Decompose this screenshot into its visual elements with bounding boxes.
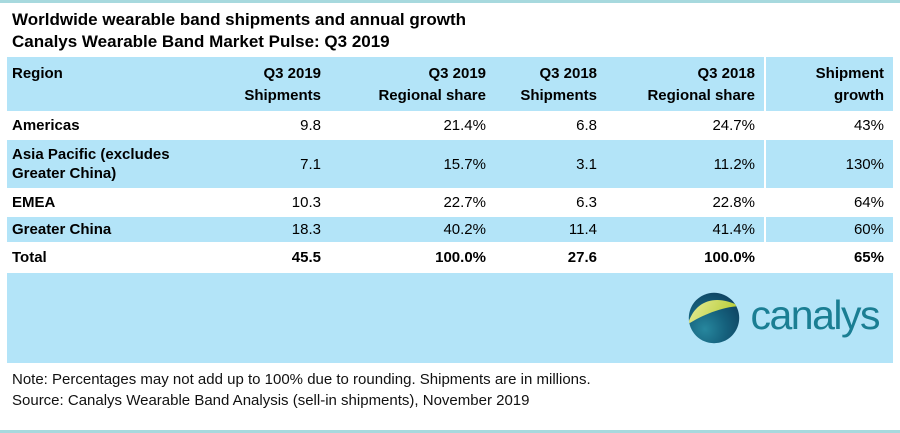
- value-cell: 9.8: [210, 112, 330, 139]
- canalys-logo-text: canalys: [750, 291, 880, 338]
- region-cell: Americas: [7, 112, 210, 139]
- value-cell: 64%: [764, 189, 893, 216]
- table-header-row: Region Q3 2019 Shipments Q3 2019 Regiona…: [7, 57, 893, 112]
- value-cell: 60%: [764, 216, 893, 243]
- canalys-logo: canalys: [687, 291, 880, 345]
- value-cell: 22.8%: [606, 189, 765, 216]
- value-cell: 41.4%: [606, 216, 765, 243]
- value-cell: 3.1: [495, 139, 606, 189]
- source-text: Source: Canalys Wearable Band Analysis (…: [12, 392, 530, 409]
- value-cell: 11.4: [495, 216, 606, 243]
- notes-block: Note: Percentages may not add up to 100%…: [0, 363, 900, 411]
- value-cell: 6.3: [495, 189, 606, 216]
- value-cell: 130%: [764, 139, 893, 189]
- value-cell: 10.3: [210, 189, 330, 216]
- value-cell: 6.8: [495, 112, 606, 139]
- value-cell: 11.2%: [606, 139, 765, 189]
- column-header-q3-2018-regional-share: Q3 2018 Regional share: [606, 57, 765, 112]
- table-row-asia-pacific: Asia Pacific (excludes Greater China) 7.…: [7, 139, 893, 189]
- value-cell: 65%: [764, 243, 893, 271]
- note-text: Note: Percentages may not add up to 100%…: [12, 371, 591, 388]
- column-header-q3-2019-regional-share: Q3 2019 Regional share: [330, 57, 495, 112]
- value-cell: 43%: [764, 112, 893, 139]
- bottom-accent-line: [0, 430, 900, 433]
- title-block: Worldwide wearable band shipments and an…: [0, 3, 900, 56]
- value-cell: 21.4%: [330, 112, 495, 139]
- value-cell: 18.3: [210, 216, 330, 243]
- footer-band: canalys: [7, 273, 893, 363]
- report-subtitle: Canalys Wearable Band Market Pulse: Q3 2…: [12, 32, 390, 51]
- value-cell: 15.7%: [330, 139, 495, 189]
- region-cell: Total: [7, 243, 210, 271]
- column-header-shipment-growth: Shipment growth: [764, 57, 893, 112]
- value-cell: 22.7%: [330, 189, 495, 216]
- report-title: Worldwide wearable band shipments and an…: [12, 10, 467, 29]
- table-row-total: Total 45.5 100.0% 27.6 100.0% 65%: [7, 243, 893, 271]
- value-cell: 45.5: [210, 243, 330, 271]
- table-row-emea: EMEA 10.3 22.7% 6.3 22.8% 64%: [7, 189, 893, 216]
- value-cell: 27.6: [495, 243, 606, 271]
- column-header-q3-2018-shipments: Q3 2018 Shipments: [495, 57, 606, 112]
- value-cell: 100.0%: [606, 243, 765, 271]
- value-cell: 100.0%: [330, 243, 495, 271]
- region-cell: EMEA: [7, 189, 210, 216]
- top-accent-line: [0, 0, 900, 3]
- value-cell: 40.2%: [330, 216, 495, 243]
- canalys-globe-icon: [689, 292, 740, 344]
- shipments-table: Region Q3 2019 Shipments Q3 2019 Regiona…: [7, 57, 893, 271]
- region-cell: Greater China: [7, 216, 210, 243]
- value-cell: 7.1: [210, 139, 330, 189]
- value-cell: 24.7%: [606, 112, 765, 139]
- column-header-q3-2019-shipments: Q3 2019 Shipments: [210, 57, 330, 112]
- table-row-greater-china: Greater China 18.3 40.2% 11.4 41.4% 60%: [7, 216, 893, 243]
- region-cell: Asia Pacific (excludes Greater China): [7, 139, 210, 189]
- table-row-americas: Americas 9.8 21.4% 6.8 24.7% 43%: [7, 112, 893, 139]
- column-header-region: Region: [7, 57, 210, 112]
